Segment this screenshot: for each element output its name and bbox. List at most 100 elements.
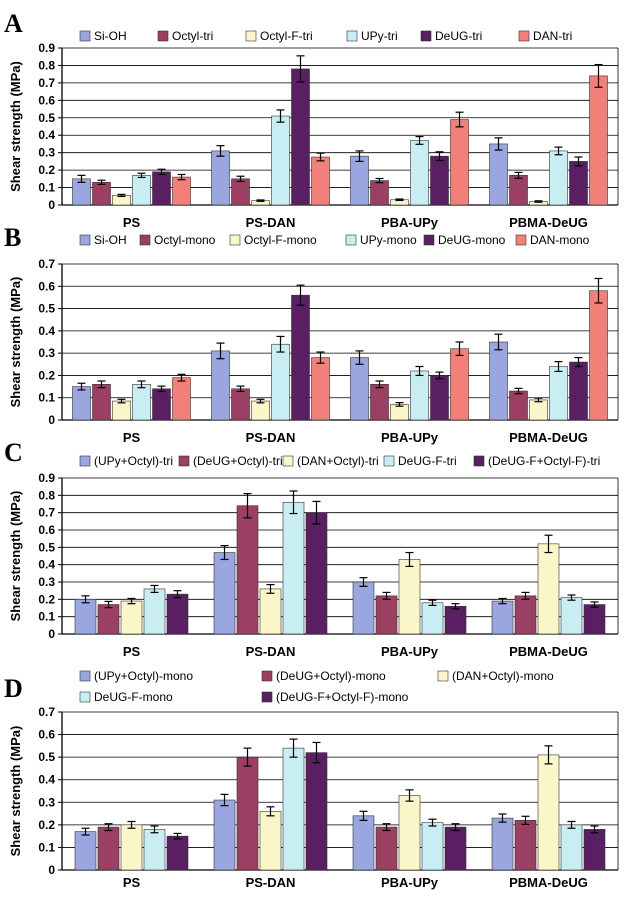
legend-label: (UPy+Octyl)-mono [94,669,193,683]
bar [291,294,310,421]
bar [152,171,171,206]
bar [72,386,91,421]
x-category-label: PBMA-DeUG [509,875,588,890]
legend-swatch [261,691,273,703]
legend-label: Octyl-F-mono [244,233,317,247]
bar [489,341,508,421]
legend-swatch [515,234,527,246]
bar [491,817,514,871]
legend-swatch [383,455,395,467]
bar [132,384,151,421]
panel-letter: A [4,9,23,38]
y-tick-label: 0.3 [38,795,55,809]
y-tick-label: 0.8 [38,58,55,72]
legend-label: UPy-tri [361,29,398,43]
bar [398,795,421,871]
bar [271,115,290,206]
chart-panel-c: C Shear strength (MPa) 0 0.1 0.2 0.3 0.4 0.5 0.6… [4,438,619,659]
bar [421,602,444,635]
legend-swatch [178,455,190,467]
bar [398,559,421,635]
bar [311,357,330,421]
bar [152,388,171,421]
bar [97,826,120,871]
legend-swatch [346,30,358,42]
bar [514,595,537,635]
bar [143,588,166,635]
y-tick-label: 0.9 [38,471,55,485]
x-category-label: PBMA-DeUG [509,644,588,659]
bar [569,161,588,206]
x-category-label: PS-DAN [246,215,296,230]
legend-swatch [229,234,241,246]
bar [231,388,250,421]
bar [120,824,143,871]
bar [421,822,444,871]
x-category-label: PS [123,875,141,890]
panel-letter: C [4,438,23,467]
legend-swatch [245,30,257,42]
legend-label: Si-OH [94,233,127,247]
x-category-label: PBA-UPy [381,430,439,445]
legend-label: (UPy+Octyl)-tri [94,454,173,468]
bar [589,290,608,421]
y-tick-label: 0.6 [38,279,55,293]
bar [370,384,389,421]
bar [236,505,259,635]
bar [231,178,250,206]
x-category-label: PS-DAN [246,644,296,659]
bar [560,824,583,871]
y-tick-label: 0.4 [38,324,55,338]
bar [410,140,429,206]
bar [120,600,143,635]
y-tick-label: 0 [48,413,55,427]
x-category-label: PS [123,430,141,445]
y-tick-label: 0.5 [38,111,55,125]
bar [514,820,537,871]
legend-swatch [345,234,357,246]
y-axis-label: Shear strength (MPa) [8,277,23,408]
chart-panel-d: D Shear strength (MPa) 0 0.1 0.2 0.3 0.4 0.5 0.6… [4,669,619,890]
y-tick-label: 0.2 [38,163,55,177]
y-tick-label: 0.7 [38,257,55,271]
x-category-label: PS [123,644,141,659]
y-tick-label: 0.6 [38,93,55,107]
legend-label: DeUG-mono [438,233,506,247]
bar [236,756,259,871]
bar [537,543,560,635]
legend-label: Octyl-mono [154,233,216,247]
bar [92,182,111,206]
bar [589,75,608,206]
bar [352,815,375,871]
x-category-label: PBA-UPy [381,215,439,230]
bar [352,581,375,635]
bar [172,176,191,206]
y-tick-label: 0 [48,863,55,877]
legend-label: (DAN+Octyl)-tri [297,454,379,468]
legend-label: (DeUG+Octyl)-mono [276,669,386,683]
legend-label: (DeUG-F+Octyl-F)-mono [276,690,409,704]
legend-label: Si-OH [94,29,127,43]
bar [305,512,328,635]
bar [132,175,151,206]
y-tick-label: 0.7 [38,76,55,90]
bar [97,604,120,635]
bar [509,175,528,206]
bar [166,593,189,635]
bar [251,400,270,421]
legend-swatch [437,670,449,682]
y-tick-label: 0.5 [38,750,55,764]
panel-letter: D [4,674,23,703]
y-axis-label: Shear strength (MPa) [8,491,23,622]
legend-label: (DeUG-F+Octyl-F)-tri [488,454,600,468]
y-axis-label: Shear strength (MPa) [8,726,23,857]
legend-swatch [473,455,485,467]
bar [529,399,548,421]
legend-swatch [261,670,273,682]
bar [259,811,282,871]
bar [569,361,588,421]
y-tick-label: 0.6 [38,728,55,742]
legend-swatch [139,234,151,246]
bar [549,150,568,206]
bar [213,552,236,635]
